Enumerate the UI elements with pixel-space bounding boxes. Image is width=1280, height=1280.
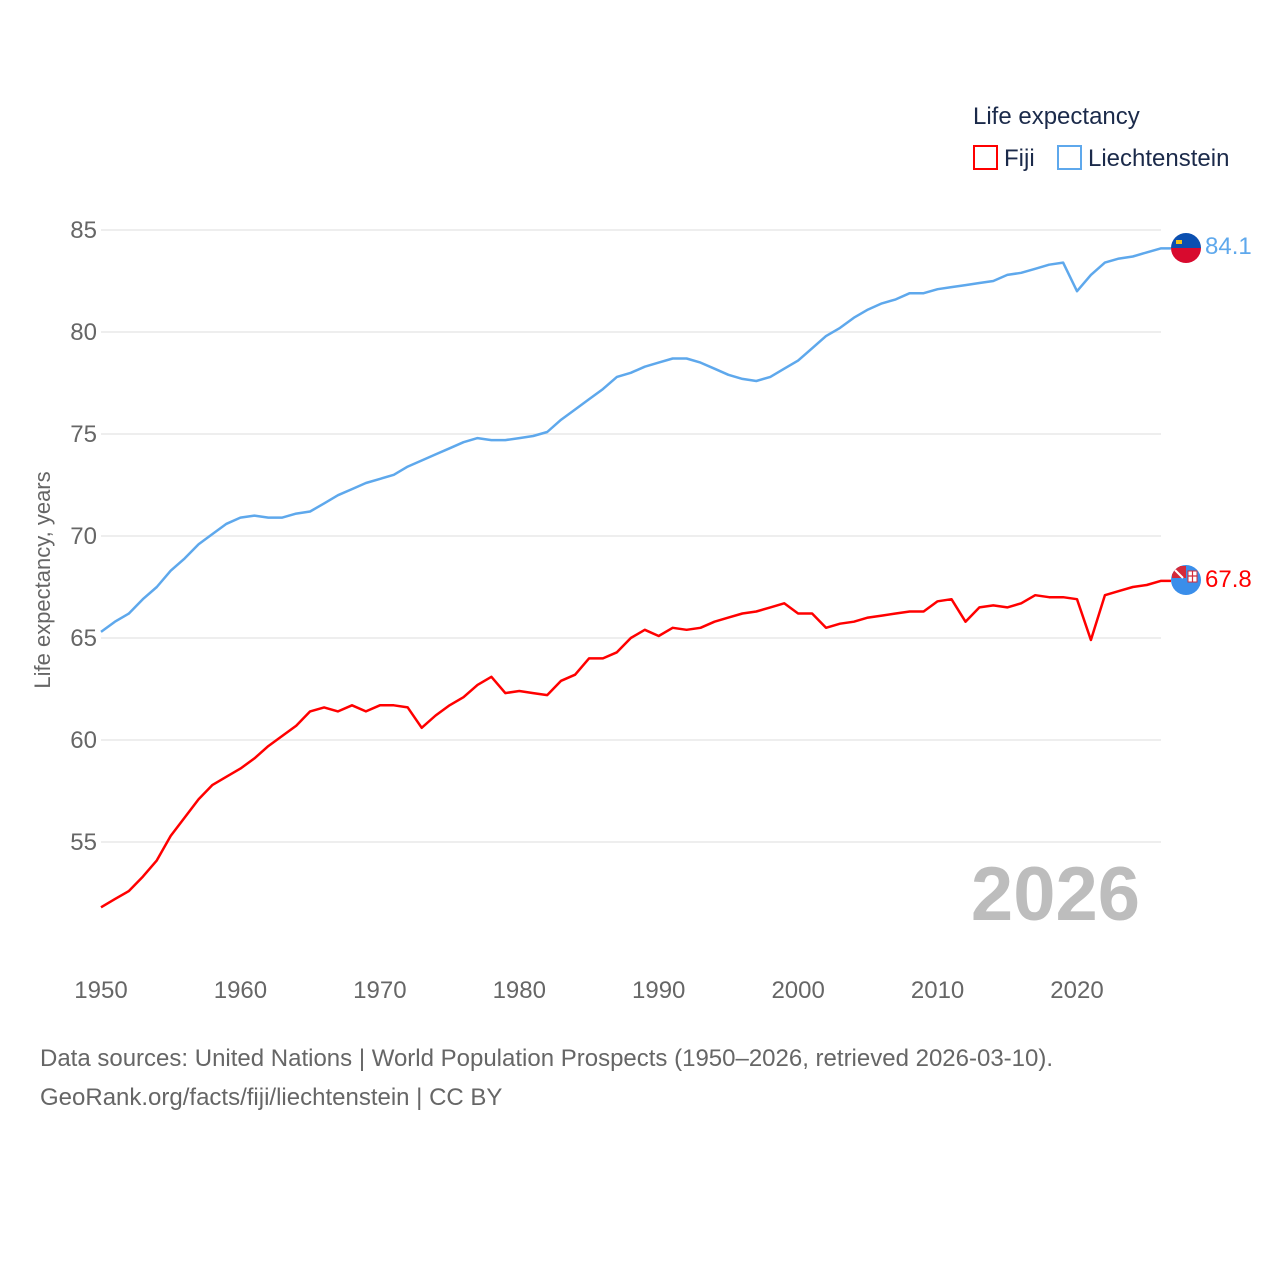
liechtenstein-flag-icon: [1171, 233, 1201, 263]
fiji-flag-icon: [1171, 565, 1201, 595]
x-tick-label: 1960: [214, 977, 267, 1004]
legend-label-fiji: Fiji: [1004, 145, 1035, 172]
x-tick-label: 1990: [632, 977, 685, 1004]
y-tick-label: 75: [70, 421, 97, 448]
source-link[interactable]: GeoRank.org/facts/fiji/liechtenstein | C…: [40, 1084, 503, 1111]
legend-swatch-fiji: [973, 145, 998, 170]
legend-label-liechtenstein: Liechtenstein: [1088, 145, 1229, 172]
end-label-fiji: 67.8: [1205, 566, 1252, 593]
legend-item-fiji[interactable]: Fiji: [973, 145, 1035, 172]
series-line-liechtenstein: [100, 247, 1171, 633]
data-source-note: Data sources: United Nations | World Pop…: [40, 1045, 1054, 1072]
y-tick-label: 80: [70, 319, 97, 346]
legend-item-liechtenstein[interactable]: Liechtenstein: [1057, 145, 1229, 172]
y-tick-label: 65: [70, 625, 97, 652]
x-tick-label: 2000: [771, 977, 824, 1004]
y-tick-label: 60: [70, 727, 97, 754]
series-line-fiji: [100, 579, 1171, 909]
x-tick-label: 2010: [911, 977, 964, 1004]
y-axis-label: Life expectancy, years: [30, 471, 55, 688]
x-tick-label: 1980: [493, 977, 546, 1004]
legend-swatch-liechtenstein: [1057, 145, 1082, 170]
year-label: 2026: [971, 852, 1140, 937]
end-label-liechtenstein: 84.1: [1205, 233, 1252, 260]
x-tick-label: 1970: [353, 977, 406, 1004]
legend-title: Life expectancy: [973, 103, 1140, 130]
x-tick-label: 2020: [1050, 977, 1103, 1004]
x-tick-label: 1950: [74, 977, 127, 1004]
y-tick-label: 70: [70, 523, 97, 550]
y-tick-label: 85: [70, 217, 97, 244]
y-tick-label: 55: [70, 829, 97, 856]
